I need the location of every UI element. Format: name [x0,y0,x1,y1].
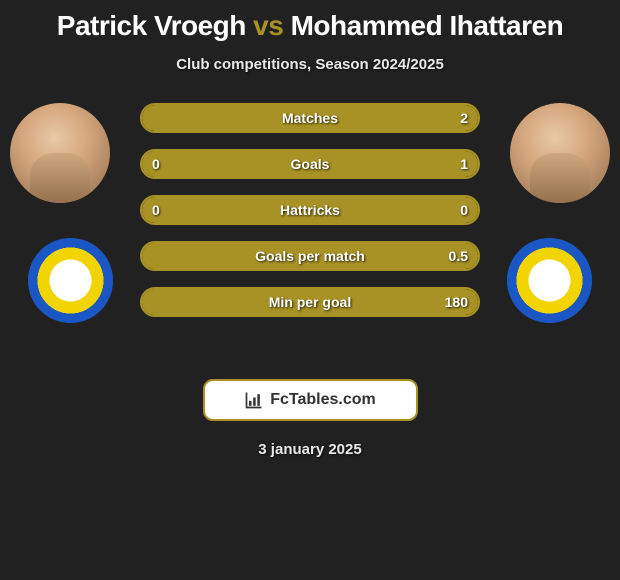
player2-name: Mohammed Ihattaren [291,10,564,41]
stat-label: Goals per match [142,243,478,269]
stat-bar: 0Hattricks0 [140,195,480,225]
stat-bar: 0Goals1 [140,149,480,179]
player2-club-badge [507,238,592,323]
comparison-title: Patrick Vroegh vs Mohammed Ihattaren [0,0,620,42]
stat-value-right: 0 [460,197,468,223]
stat-label: Goals [142,151,478,177]
stat-value-right: 2 [460,105,468,131]
player1-avatar [10,103,110,203]
vs-text: vs [253,10,283,41]
brand-text: FcTables.com [270,391,376,409]
stat-bars: Matches20Goals10Hattricks0Goals per matc… [140,103,480,333]
comparison-content: Matches20Goals10Hattricks0Goals per matc… [0,103,620,363]
stat-label: Matches [142,105,478,131]
stat-bar: Goals per match0.5 [140,241,480,271]
stat-bar: Matches2 [140,103,480,133]
stat-label: Min per goal [142,289,478,315]
date-text: 3 january 2025 [0,441,620,458]
stat-bar: Min per goal180 [140,287,480,317]
player2-avatar [510,103,610,203]
subtitle: Club competitions, Season 2024/2025 [0,56,620,73]
brand-box: FcTables.com [203,379,418,421]
player1-name: Patrick Vroegh [57,10,246,41]
player1-club-badge [28,238,113,323]
stat-value-right: 180 [445,289,468,315]
stat-value-right: 0.5 [449,243,468,269]
stat-value-right: 1 [460,151,468,177]
chart-icon [244,390,264,410]
stat-label: Hattricks [142,197,478,223]
